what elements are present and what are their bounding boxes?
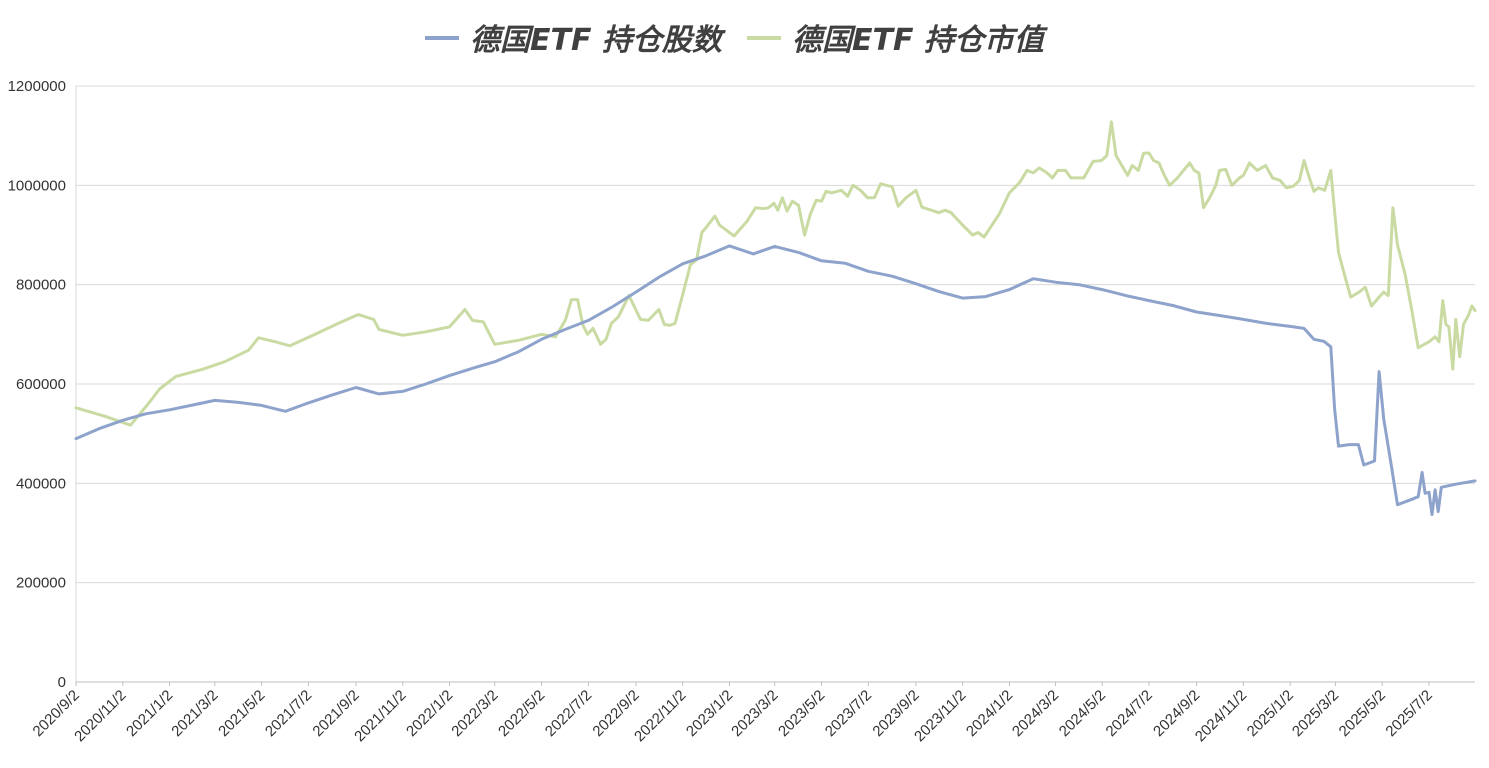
series-lines (74, 120, 1477, 517)
y-tick-label: 800000 (16, 277, 66, 294)
gridlines (76, 85, 1475, 584)
x-tick-label: 2020/11/2 (71, 687, 129, 745)
x-tick-label: 2023/5/2 (775, 687, 828, 740)
series-line-1 (74, 120, 1477, 427)
legend-label: 德国ETF 持仓股数 (470, 23, 726, 58)
y-tick-label: 600000 (16, 376, 66, 393)
x-tick-label: 2021/3/2 (168, 687, 221, 740)
x-tick-label: 2024/7/2 (1103, 687, 1156, 740)
y-tick-label: 400000 (16, 475, 66, 492)
x-tick-label: 2022/5/2 (495, 687, 548, 740)
y-tick-label: 0 (58, 674, 66, 691)
x-tick-label: 2022/1/2 (403, 687, 456, 740)
x-tick-label: 2023/7/2 (822, 687, 875, 740)
x-tick-label: 2021/11/2 (351, 687, 409, 745)
x-tick-label: 2024/11/2 (1192, 687, 1250, 745)
x-tick-label: 2022/3/2 (448, 687, 501, 740)
x-tick-label: 2021/1/2 (123, 687, 176, 740)
x-tick-label: 2024/5/2 (1056, 687, 1109, 740)
x-tick-label: 2023/3/2 (728, 687, 781, 740)
x-tick-label: 2025/1/2 (1244, 687, 1297, 740)
x-tick-label: 2022/7/2 (542, 687, 595, 740)
x-tick-label: 2023/1/2 (683, 687, 736, 740)
y-tick-label: 1000000 (8, 177, 66, 194)
x-tick-label: 2023/11/2 (911, 687, 969, 745)
legend-label: 德国ETF 持仓市值 (792, 23, 1049, 58)
x-tick-label: 2025/3/2 (1289, 687, 1342, 740)
y-tick-label: 1200000 (8, 78, 66, 95)
x-tick-label: 2021/7/2 (262, 687, 315, 740)
x-tick-label: 2024/1/2 (963, 687, 1016, 740)
y-tick-label: 200000 (16, 575, 66, 592)
x-tick-label: 2021/5/2 (215, 687, 268, 740)
x-tick-label: 2024/3/2 (1009, 687, 1062, 740)
series-line-0 (74, 244, 1477, 517)
x-tick-label: 2025/5/2 (1336, 687, 1389, 740)
x-tick-label: 2022/11/2 (631, 687, 689, 745)
legend: 德国ETF 持仓股数 德国ETF 持仓市值 (425, 23, 1049, 58)
x-tick-label: 2025/7/2 (1382, 687, 1435, 740)
axes: 1200000100000080000060000040000020000002… (8, 78, 1475, 745)
